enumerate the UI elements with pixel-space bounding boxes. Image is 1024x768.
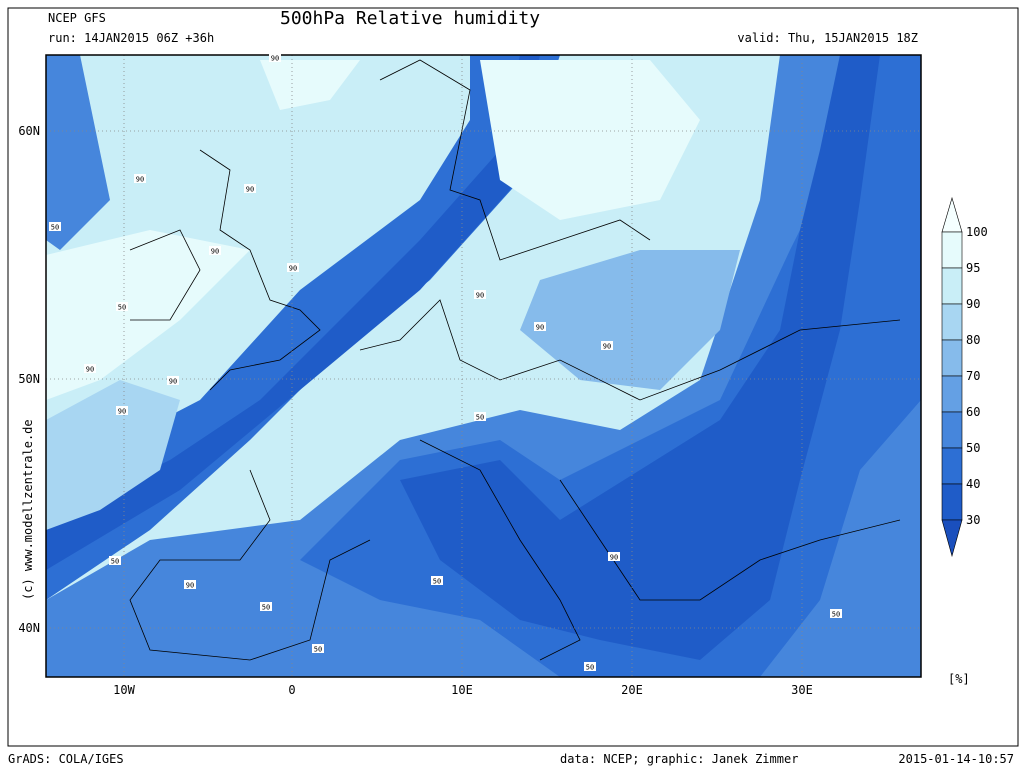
valid-info: valid: Thu, 15JAN2015 18Z [737,31,918,45]
lon-label: 10E [451,683,473,697]
contour-label-box [209,246,221,255]
contour-label-box [134,174,146,183]
colorbar-unit: [%] [948,672,970,686]
plot-border [45,54,922,678]
contour-label-box [269,53,281,62]
colorbar-label: 60 [966,405,980,419]
frame [7,7,1019,747]
colorbar-box [941,267,963,305]
contour-label: 50 [476,414,484,422]
coastlines [129,59,901,661]
lon-label: 10W [113,683,135,697]
lat-label: 40N [18,621,40,635]
contour-label: 90 [476,292,484,300]
colorbar-label: 80 [966,333,980,347]
colorbar-label: 30 [966,513,980,527]
contour-label-box [84,364,96,373]
contour-label-box [474,290,486,299]
colorbar-label: 40 [966,477,980,491]
colorbar-box [941,375,963,413]
contour-label: 90 [136,176,144,184]
contour-label-box [601,341,613,350]
contour-label-box [167,376,179,385]
colorbar-top-arrow [941,196,963,233]
copyright-text: (c) www.modellzentrale.de [21,419,35,600]
lat-label: 50N [18,372,40,386]
lon-label: 0 [288,683,295,697]
colorbar-box [941,231,963,269]
contour-label: 90 [186,582,194,590]
contour-label: 90 [169,378,177,386]
colorbar-label: 100 [966,225,988,239]
contour-label-box [116,302,128,311]
contour-label: 90 [603,343,611,351]
contour-label: 90 [536,324,544,332]
colorbar-label: 70 [966,369,980,383]
contour-label-box [244,184,256,193]
contour-label: 50 [832,611,840,619]
model-name: NCEP GFS [48,11,106,25]
colorbar-box [941,483,963,521]
contour-label: 50 [433,578,441,586]
contour-label: 50 [118,304,126,312]
lon-label: 30E [791,683,813,697]
footer-credits: data: NCEP; graphic: Janek Zimmer [560,752,798,766]
contour-label-box [608,552,620,561]
lon-label: 20E [621,683,643,697]
colorbar-box [941,447,963,485]
colorbar-label: 95 [966,261,980,275]
contour-label: 50 [51,224,59,232]
contour-label: 90 [610,554,618,562]
contour-label-box [534,322,546,331]
contour-label-box [184,580,196,589]
colorbar-label: 90 [966,297,980,311]
contour-label-box [260,602,272,611]
contour-label: 90 [246,186,254,194]
lat-label: 60N [18,124,40,138]
contour-label-box [116,406,128,415]
map-title: 500hPa Relative humidity [280,8,540,29]
contour-label: 90 [118,408,126,416]
contour-label: 90 [289,265,297,273]
run-info: run: 14JAN2015 06Z +36h [48,31,214,45]
contour-label: 90 [86,366,94,374]
contour-label-box [431,576,443,585]
contour-label-box [830,609,842,618]
contour-label-box [109,556,121,565]
contour-label: 90 [271,55,279,63]
contour-label: 50 [586,664,594,672]
colorbar-box [941,339,963,377]
footer-timestamp: 2015-01-14-10:57 [898,752,1014,766]
humidity-field [46,55,921,677]
contour-label: 90 [211,248,219,256]
contour-label: 50 [111,558,119,566]
colorbar-box [941,411,963,449]
contour-label-box [312,644,324,653]
colorbar-bottom-arrow [941,519,963,558]
contour-label: 50 [262,604,270,612]
contour-label-box [474,412,486,421]
contour-label: 50 [314,646,322,654]
footer-software: GrADS: COLA/IGES [8,752,124,766]
colorbar-box [941,303,963,341]
colorbar-label: 50 [966,441,980,455]
contour-label-box [49,222,61,231]
contour-label-box [287,263,299,272]
contour-label-box [584,662,596,671]
